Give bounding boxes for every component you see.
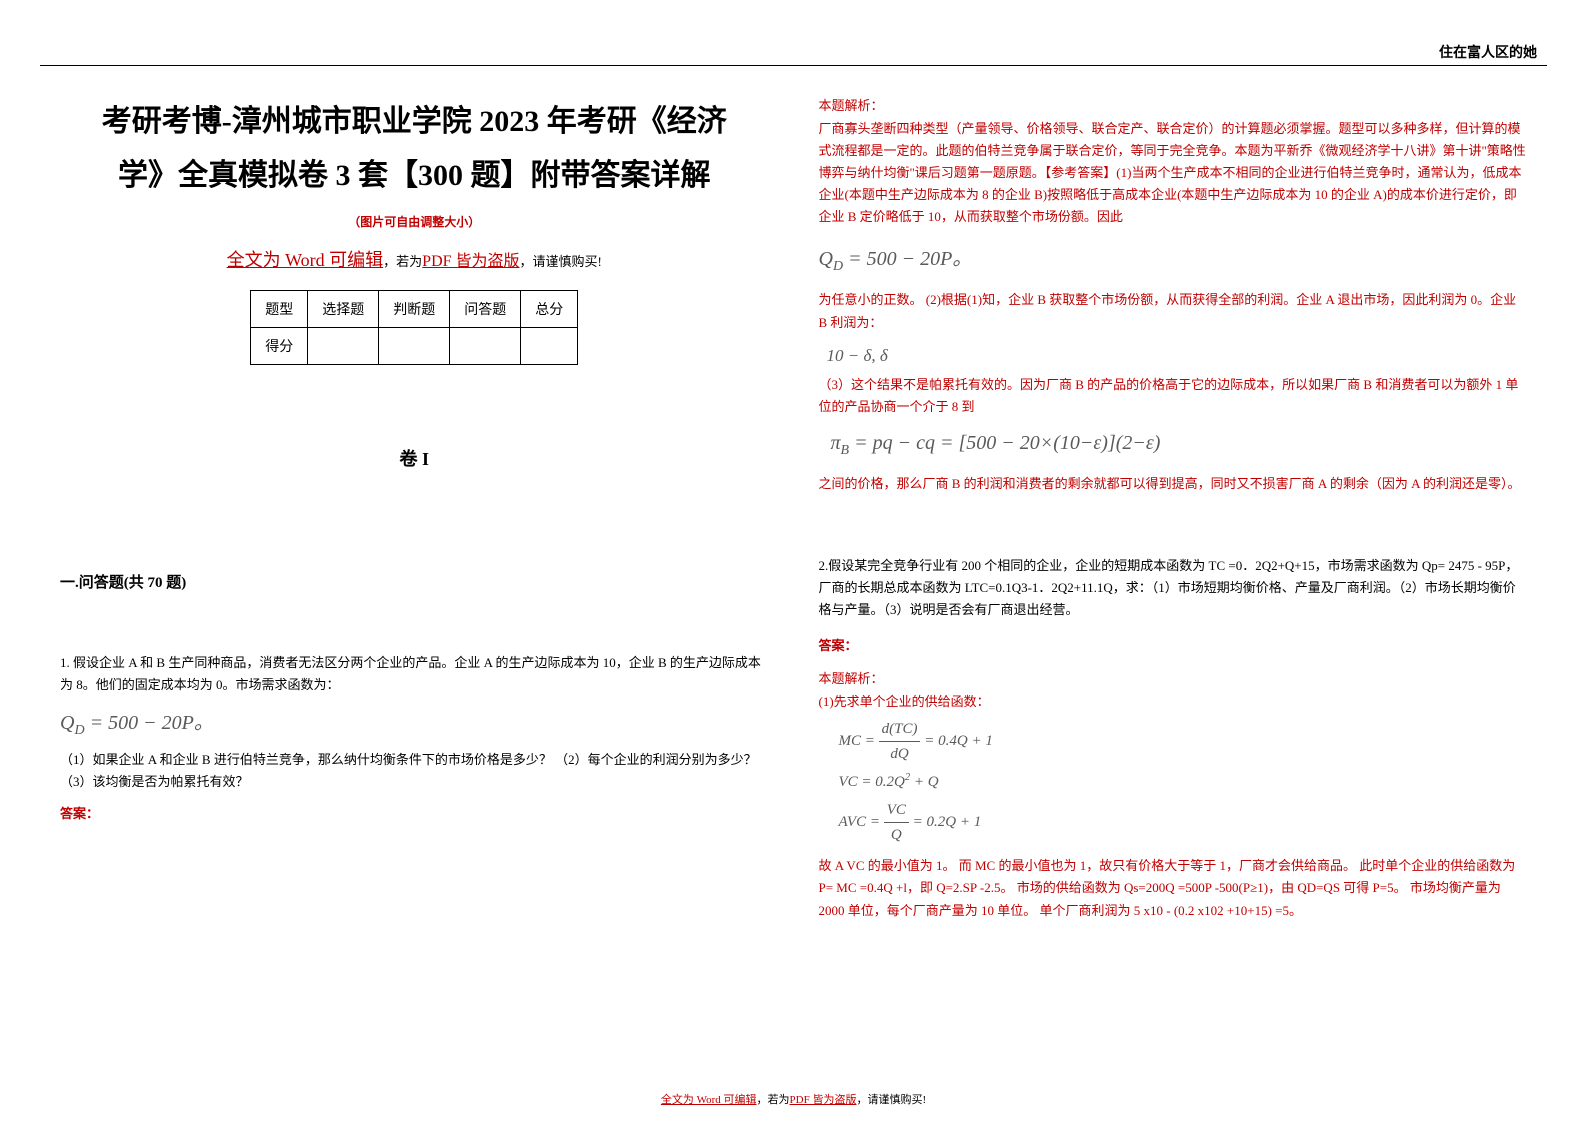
q2-answer-label: 答案： — [819, 635, 1528, 654]
q1-answer-label: 答案： — [60, 803, 769, 822]
plain-sep: ，若为 — [383, 254, 422, 269]
red-text-pdf: PDF 皆为盗版 — [422, 253, 519, 270]
q1-analysis-label: 本题解析： — [819, 95, 1528, 114]
plain-warn: ，请谨慎购买! — [520, 254, 602, 269]
q2-formula-vc: VC = 0.2Q2 + Q — [839, 770, 1528, 794]
page-container: 住在富人区的她 考研考博-漳州城市职业学院 2023 年考研《经济 学》全真模拟… — [0, 0, 1587, 1122]
table-header-row: 题型 选择题 判断题 问答题 总分 — [251, 291, 578, 328]
footer-warn: ，请谨慎购买! — [856, 1094, 926, 1106]
q1-text1: 1. 假设企业 A 和 B 生产同种商品，消费者无法区分两个企业的产品。企业 A… — [60, 652, 769, 696]
main-title: 考研考博-漳州城市职业学院 2023 年考研《经济 学》全真模拟卷 3 套【30… — [60, 95, 769, 203]
q2-formula-avc: AVC = VCQ = 0.2Q + 1 — [839, 798, 1528, 847]
table-score-row: 得分 — [251, 328, 578, 365]
footer-red1: 全文为 Word 可编辑 — [661, 1094, 757, 1106]
q1-analysis1: 厂商寡头垄断四种类型（产量领导、价格领导、联合定产、联合定价）的计算题必须掌握。… — [819, 118, 1528, 228]
q1-formula3: 10 − δ, δ — [827, 346, 1528, 366]
q2-text1: 2.假设某完全竞争行业有 200 个相同的企业，企业的短期成本函数为 TC =0… — [819, 555, 1528, 621]
th-qa: 问答题 — [450, 291, 521, 328]
q1-formula2: QD = 500 − 20P。 — [819, 242, 1528, 275]
q1-text2: （1）如果企业 A 和企业 B 进行伯特兰竞争，那么纳什均衡条件下的市场价格是多… — [60, 749, 769, 793]
left-column: 考研考博-漳州城市职业学院 2023 年考研《经济 学》全真模拟卷 3 套【30… — [40, 30, 794, 1102]
title-line-2: 学》全真模拟卷 3 套【300 题】附带答案详解 — [60, 149, 769, 203]
header-right-text: 住在富人区的她 — [1439, 42, 1537, 62]
q1-formula1: QD = 500 − 20P。 — [60, 706, 769, 739]
volume-title: 卷 I — [60, 445, 769, 471]
q2-analysis1: (1)先求单个企业的供给函数： — [819, 691, 1528, 713]
th-choice: 选择题 — [308, 291, 379, 328]
cell-total — [521, 328, 578, 365]
th-judge: 判断题 — [379, 291, 450, 328]
right-column: 本题解析： 厂商寡头垄断四种类型（产量领导、价格领导、联合定产、联合定价）的计算… — [794, 30, 1548, 1102]
q2-formula-mc: MC = d(TC)dQ = 0.4Q + 1 — [839, 717, 1528, 766]
q1-formula4: πB = pq − cq = [500 − 20×(10−ε)](2−ε) — [831, 432, 1528, 459]
row-label: 得分 — [251, 328, 308, 365]
q1-analysis2: 为任意小的正数。 (2)根据(1)知，企业 B 获取整个市场份额，从而获得全部的… — [819, 289, 1528, 333]
header-divider — [40, 65, 1547, 66]
footer-sep: ，若为 — [757, 1094, 790, 1106]
cell-choice — [308, 328, 379, 365]
th-type: 题型 — [251, 291, 308, 328]
q2-analysis2: 故 A VC 的最小值为 1。 而 MC 的最小值也为 1，故只有价格大于等于 … — [819, 855, 1528, 921]
footer: 全文为 Word 可编辑，若为PDF 皆为盗版，请谨慎购买! — [0, 1091, 1587, 1107]
footer-red2: PDF 皆为盗版 — [790, 1094, 857, 1106]
q2-analysis-label: 本题解析： — [819, 668, 1528, 687]
section-title: 一.问答题(共 70 题) — [60, 571, 769, 592]
th-total: 总分 — [521, 291, 578, 328]
title-line-1: 考研考博-漳州城市职业学院 2023 年考研《经济 — [60, 95, 769, 149]
red-text-word: 全文为 Word 可编辑 — [227, 250, 384, 270]
editable-notice: 全文为 Word 可编辑，若为PDF 皆为盗版，请谨慎购买! — [60, 246, 769, 272]
cell-qa — [450, 328, 521, 365]
cell-judge — [379, 328, 450, 365]
q1-analysis4: 之间的价格，那么厂商 B 的利润和消费者的剩余就都可以得到提高，同时又不损害厂商… — [819, 473, 1528, 495]
q1-analysis3: （3）这个结果不是帕累托有效的。因为厂商 B 的产品的价格高于它的边际成本，所以… — [819, 374, 1528, 418]
subtitle-note: （图片可自由调整大小） — [60, 213, 769, 230]
score-table: 题型 选择题 判断题 问答题 总分 得分 — [250, 290, 578, 365]
